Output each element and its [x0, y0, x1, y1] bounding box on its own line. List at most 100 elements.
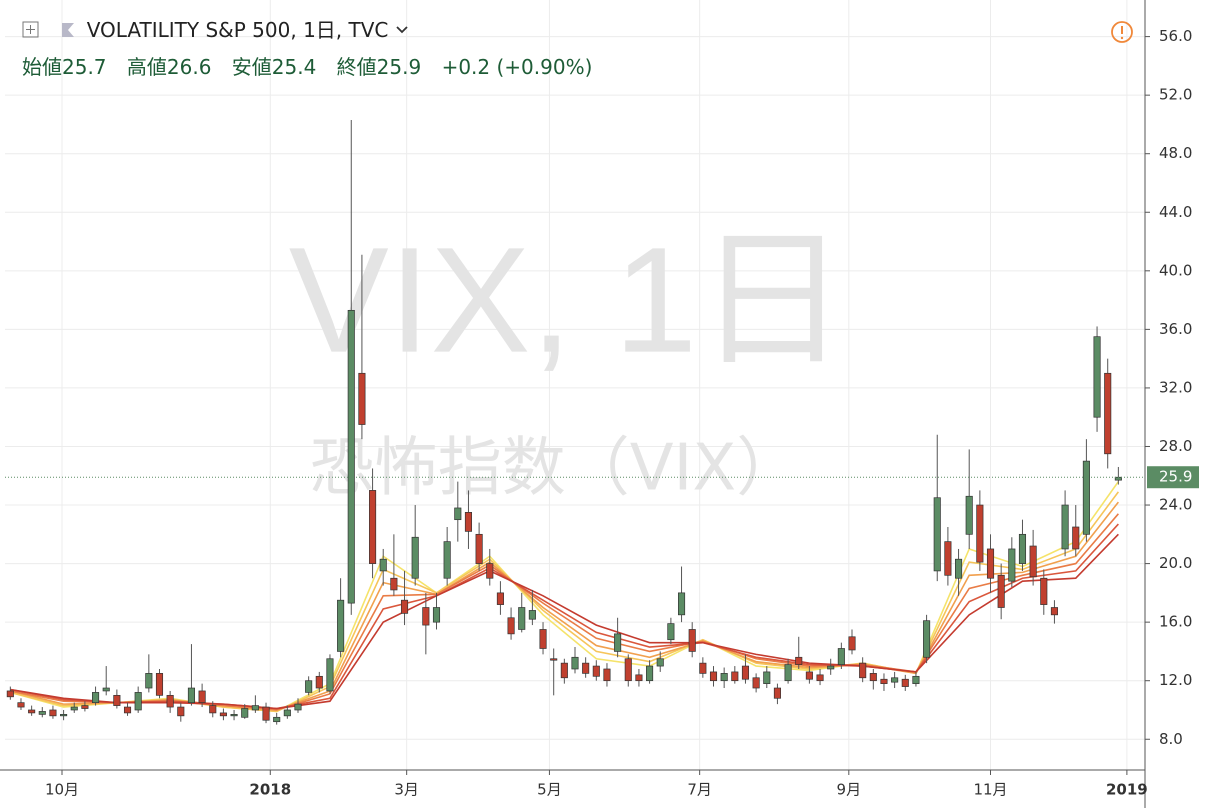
candle-body: [411, 536, 419, 579]
alert-icon[interactable]: [1111, 21, 1133, 43]
candle-body: [582, 662, 590, 674]
candle-body: [400, 599, 409, 614]
x-tick-label: 3月: [394, 781, 419, 799]
candle-body: [986, 548, 995, 579]
candle-body: [1104, 372, 1112, 455]
candle-body: [614, 633, 622, 652]
candle-body: [667, 623, 675, 641]
candle-body: [784, 664, 792, 682]
ribbon-line: [10, 533, 1119, 710]
open-label: 始値: [22, 55, 62, 79]
candle-body: [944, 541, 952, 576]
candle-body: [273, 716, 281, 723]
x-tick-label: 2019: [1106, 781, 1148, 799]
candles: [6, 120, 1122, 725]
candle-body: [17, 702, 25, 708]
candle-body: [848, 636, 856, 651]
candle-body: [656, 658, 664, 667]
candle-body: [379, 558, 387, 572]
candle-body: [1029, 545, 1037, 578]
high-label: 高値: [126, 55, 167, 79]
y-tick-label: 36.0: [1159, 320, 1192, 338]
candle-body: [571, 656, 579, 670]
candle-body: [262, 706, 270, 721]
candle-body: [933, 497, 941, 572]
candle-body: [1008, 548, 1016, 582]
candle-body: [976, 504, 984, 563]
ohlc-row: 始値25.7 高値26.6 安値25.4 終値25.9 +0.2 (+0.90%…: [22, 51, 592, 80]
candle-body: [1061, 504, 1069, 550]
candle-body: [1093, 336, 1101, 418]
expand-icon[interactable]: [22, 21, 40, 39]
candle-body: [880, 678, 888, 684]
candle-body: [347, 309, 355, 604]
candle-body: [912, 675, 920, 684]
y-tick-label: 32.0: [1159, 378, 1192, 396]
candle-body: [837, 648, 845, 665]
open-value: 25.7: [62, 55, 107, 79]
candle-body: [369, 490, 377, 564]
candle-body: [773, 687, 781, 699]
candle-body: [997, 574, 1005, 608]
candle-body: [635, 674, 643, 682]
x-tick-label: 10月: [45, 781, 79, 799]
candle-body: [166, 694, 174, 708]
candle-body: [869, 673, 877, 682]
candle-body: [241, 708, 249, 718]
candle-body: [454, 507, 462, 521]
candle-body: [358, 372, 366, 425]
low-value: 25.4: [271, 55, 317, 79]
candle-body: [1018, 533, 1027, 564]
change: +0.2: [441, 55, 491, 79]
close-label: 終値: [336, 55, 377, 79]
grid: [5, 0, 1145, 770]
candle-body: [603, 668, 611, 682]
candle-body: [795, 656, 803, 665]
candle-body: [432, 607, 441, 623]
last-price-label: 25.9: [1159, 468, 1192, 486]
candle-body: [486, 563, 494, 579]
candle-body: [123, 706, 132, 714]
candle-body: [475, 533, 483, 564]
alert-circle[interactable]: [1111, 21, 1133, 43]
change-pct: (+0.90%): [496, 55, 593, 79]
x-tick-label: 7月: [687, 781, 712, 799]
last-price-box: [1147, 466, 1199, 489]
candle-body: [677, 592, 686, 616]
title[interactable]: VOLATILITY S&P 500, 1日, TVC: [86, 18, 389, 42]
candle-body: [539, 629, 547, 649]
candle-body: [1082, 460, 1090, 535]
candle-body: [38, 711, 46, 715]
candle-body: [219, 712, 227, 717]
candle-body: [113, 694, 121, 706]
candle-body: [177, 706, 185, 717]
candle-body: [443, 541, 451, 579]
candle-body: [102, 687, 110, 692]
high-value: 26.6: [166, 55, 212, 79]
candle-body: [326, 658, 334, 692]
dropdown-icon[interactable]: [395, 25, 409, 35]
x-tick-label: 5月: [537, 781, 562, 799]
candle-body: [315, 675, 323, 689]
candle-body: [901, 678, 909, 687]
y-tick-label: 48.0: [1159, 144, 1192, 162]
candle-body: [70, 706, 78, 711]
candle-body: [230, 714, 238, 717]
candle-body: [709, 671, 718, 682]
candle-body: [507, 617, 515, 635]
candle-body: [6, 690, 14, 698]
low-label: 安値: [231, 55, 272, 79]
candle-body: [145, 673, 153, 689]
y-tick-label: 56.0: [1159, 27, 1192, 45]
candle-body: [49, 709, 57, 717]
y-tick-label: 52.0: [1159, 86, 1192, 104]
candle-body: [827, 665, 835, 670]
y-tick-label: 40.0: [1159, 261, 1192, 279]
candle-body: [209, 705, 217, 714]
candle-body: [155, 673, 164, 696]
candle-body: [624, 658, 632, 682]
candle-body: [60, 714, 68, 717]
candle-body: [763, 671, 771, 684]
